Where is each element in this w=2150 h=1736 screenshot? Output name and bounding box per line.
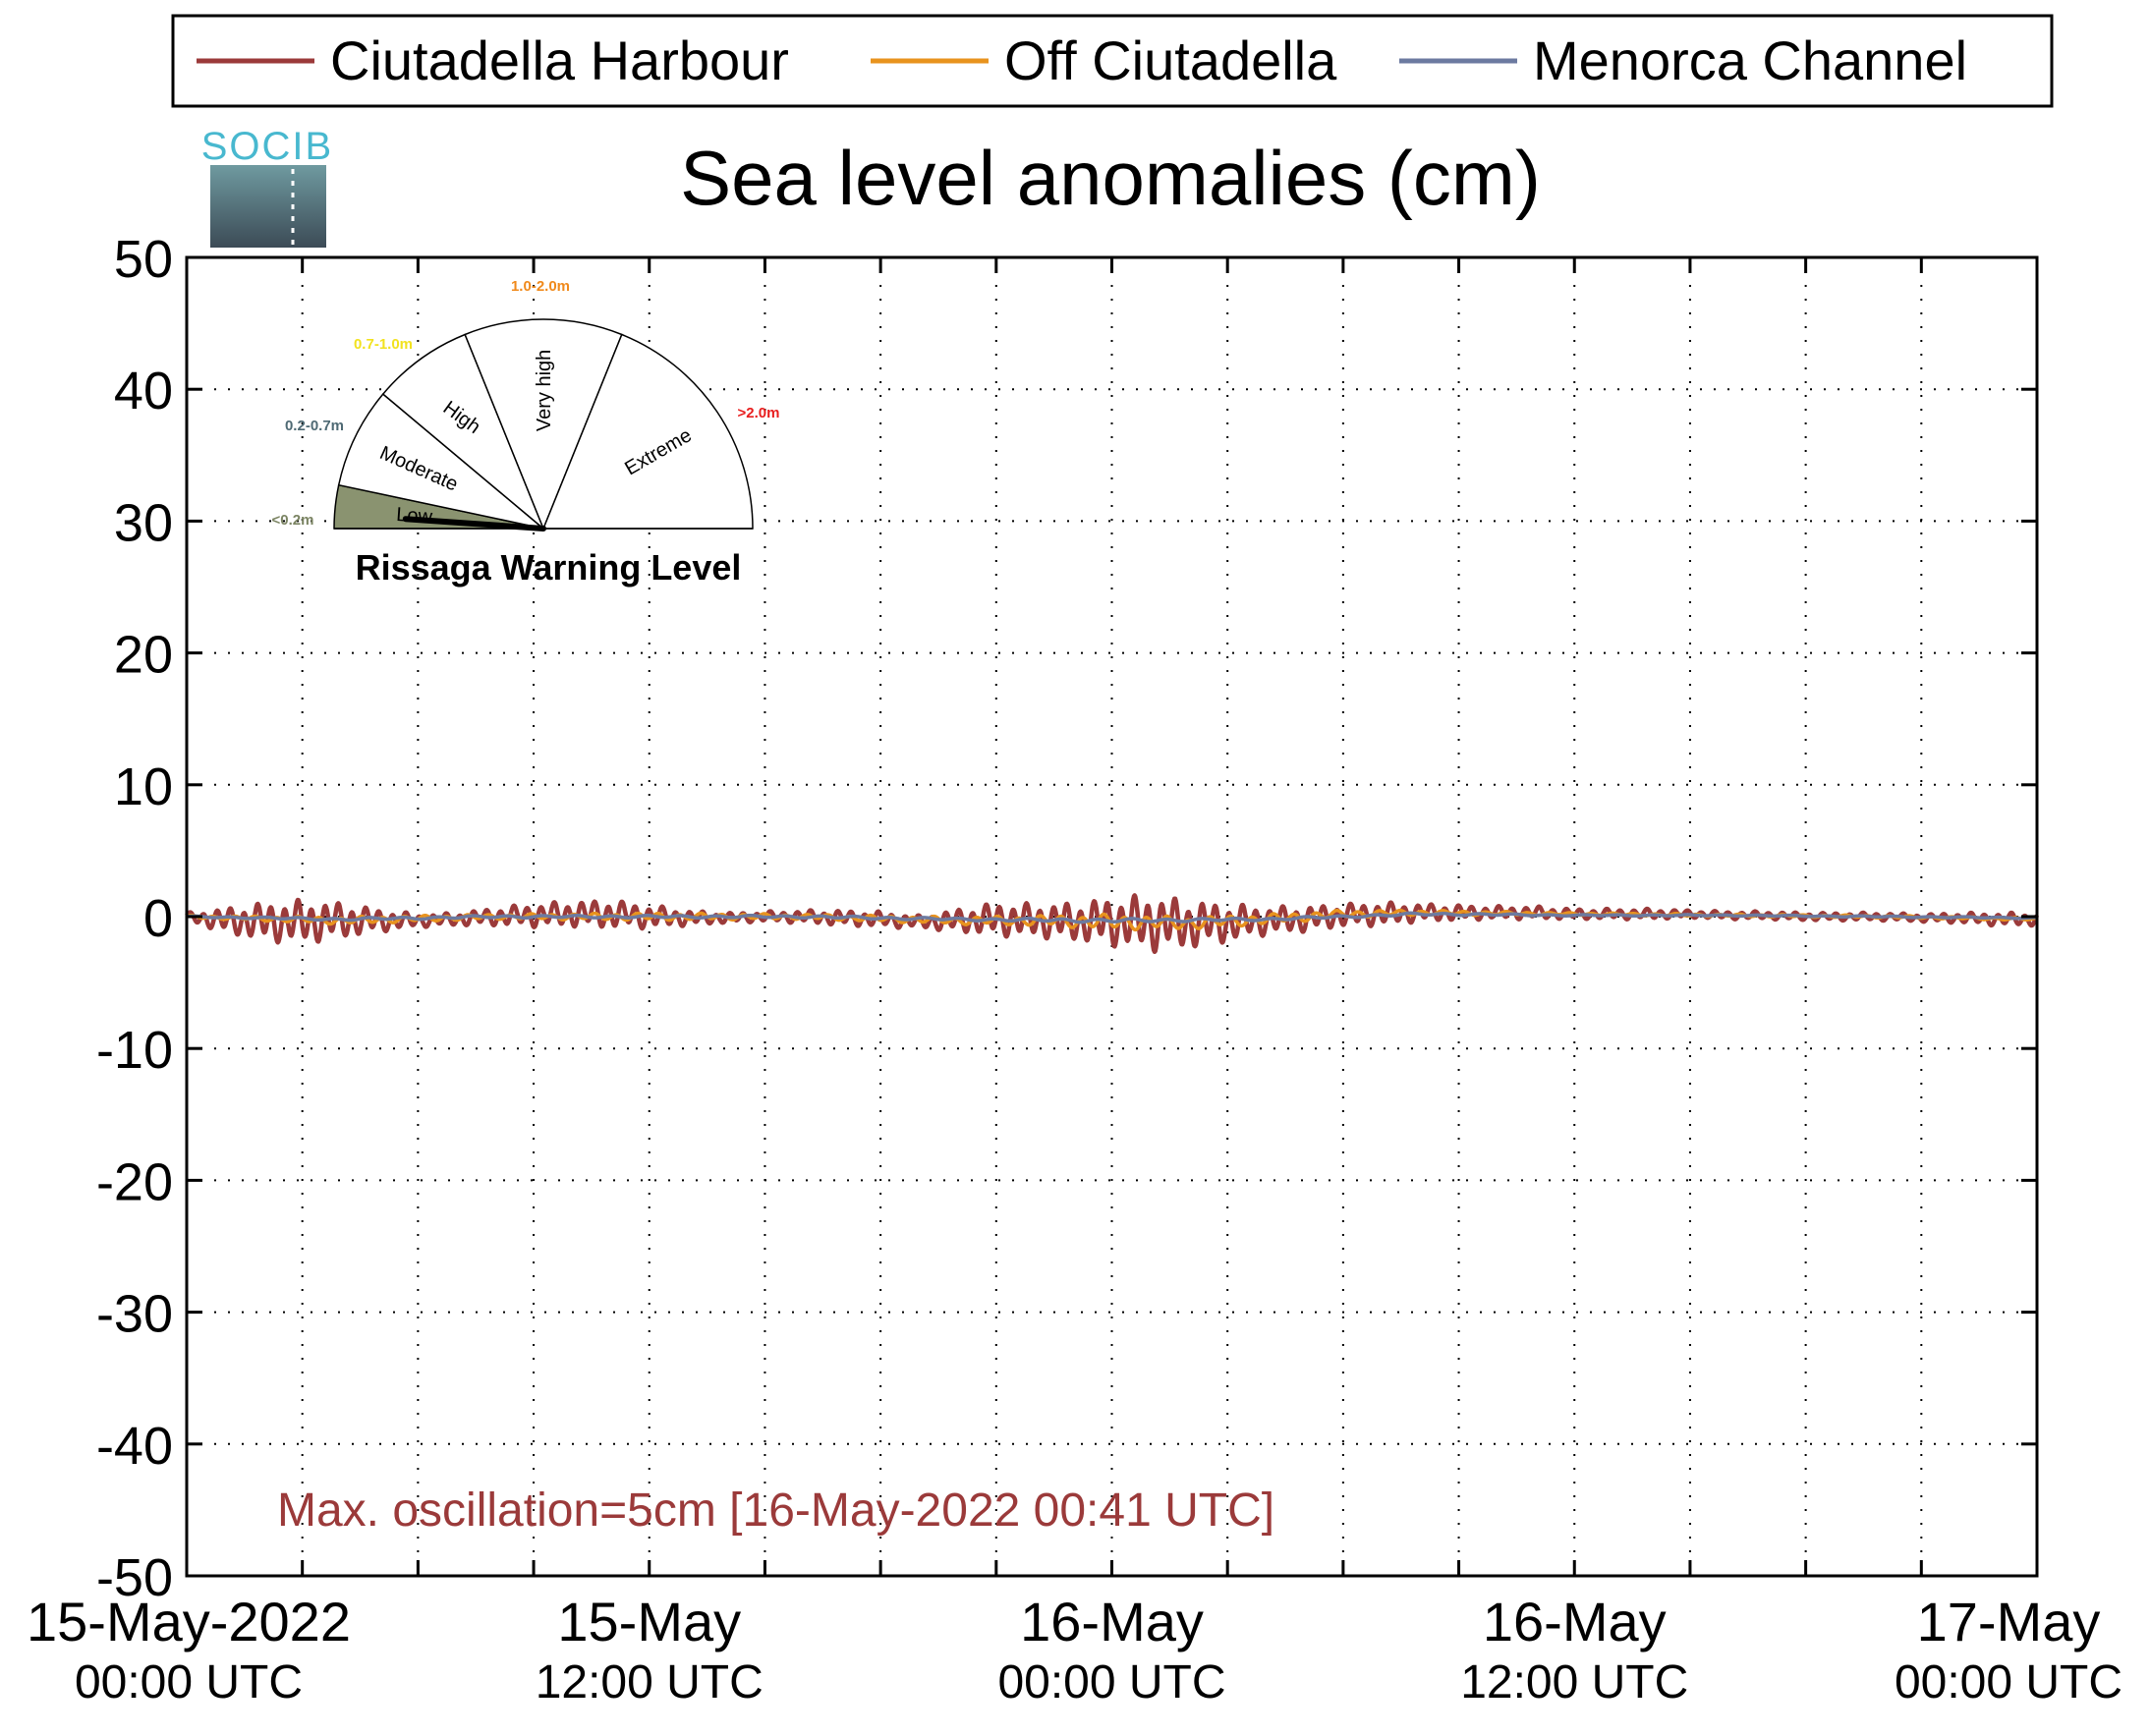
y-tick-label-1: 40	[114, 362, 173, 420]
legend-label-off-ciutadella: Off Ciutadella	[1004, 29, 1337, 91]
gauge-title: Rissaga Warning Level	[356, 547, 742, 588]
gauge-needle	[402, 516, 546, 532]
y-tick-label-3: 20	[114, 626, 173, 685]
x-tick-label-time-2: 00:00 UTC	[997, 1656, 1225, 1708]
legend-label-ciutadella-harbour: Ciutadella Harbour	[330, 29, 789, 91]
series-line-0	[185, 893, 2040, 955]
x-tick-label-time-4: 00:00 UTC	[1895, 1656, 2122, 1708]
x-tick-label-date-0: 15-May-2022	[27, 1591, 351, 1652]
gauge-range-label-0: <0.2m	[272, 512, 314, 529]
series-layer	[185, 893, 2040, 955]
gauge-segment-3	[464, 318, 623, 532]
chart-title: Sea level anomalies (cm)	[680, 135, 1541, 221]
gauge-segment-label-0: Low	[396, 504, 434, 529]
gauge-segment-2	[381, 333, 544, 530]
y-tick-label-9: -40	[96, 1417, 173, 1476]
series-line-2	[185, 911, 2039, 924]
gauge-range-label-3: 1.0-2.0m	[511, 278, 570, 295]
x-tick-label-date-4: 17-May	[1917, 1591, 2101, 1652]
gauge-segment-1	[337, 393, 544, 530]
gauge-segment-4	[541, 333, 754, 530]
gauge-segment-label-3: Very high	[534, 350, 555, 431]
y-tick-label-10: -50	[96, 1548, 173, 1607]
y-tick-labels: 50 40 30 20 10 0 -10 -20 -30 -40 -50	[96, 230, 173, 1607]
y-tick-label-8: -30	[96, 1285, 173, 1344]
socib-logo: SOCIB	[201, 125, 333, 248]
legend: Ciutadella Harbour Off Ciutadella Menorc…	[171, 14, 2054, 108]
x-tick-label-date-2: 16-May	[1020, 1591, 1204, 1652]
x-tick-label-time-1: 12:00 UTC	[536, 1656, 764, 1708]
gauge-range-label-1: 0.2-0.7m	[285, 418, 344, 434]
x-tick-label-time-0: 00:00 UTC	[75, 1656, 303, 1708]
y-tick-label-2: 30	[114, 493, 173, 552]
gauge-range-label-2: 0.7-1.0m	[354, 336, 413, 353]
y-tick-label-4: 10	[114, 757, 173, 816]
socib-logo-text: SOCIB	[201, 125, 333, 168]
gauge-range-label-4: >2.0m	[738, 405, 780, 421]
x-tick-label-time-3: 12:00 UTC	[1460, 1656, 1688, 1708]
x-tick-label-date-1: 15-May	[557, 1591, 741, 1652]
y-tick-label-6: -10	[96, 1021, 173, 1080]
y-tick-label-5: 0	[143, 889, 173, 948]
max-oscillation-annotation: Max. oscillation=5cm [16-May-2022 00:41 …	[277, 1484, 1274, 1537]
y-tick-label-0: 50	[114, 230, 173, 289]
legend-label-menorca-channel: Menorca Channel	[1533, 29, 1967, 91]
axis-ticks	[185, 255, 2039, 1578]
y-tick-label-7: -20	[96, 1152, 173, 1211]
x-tick-label-date-3: 16-May	[1483, 1591, 1667, 1652]
